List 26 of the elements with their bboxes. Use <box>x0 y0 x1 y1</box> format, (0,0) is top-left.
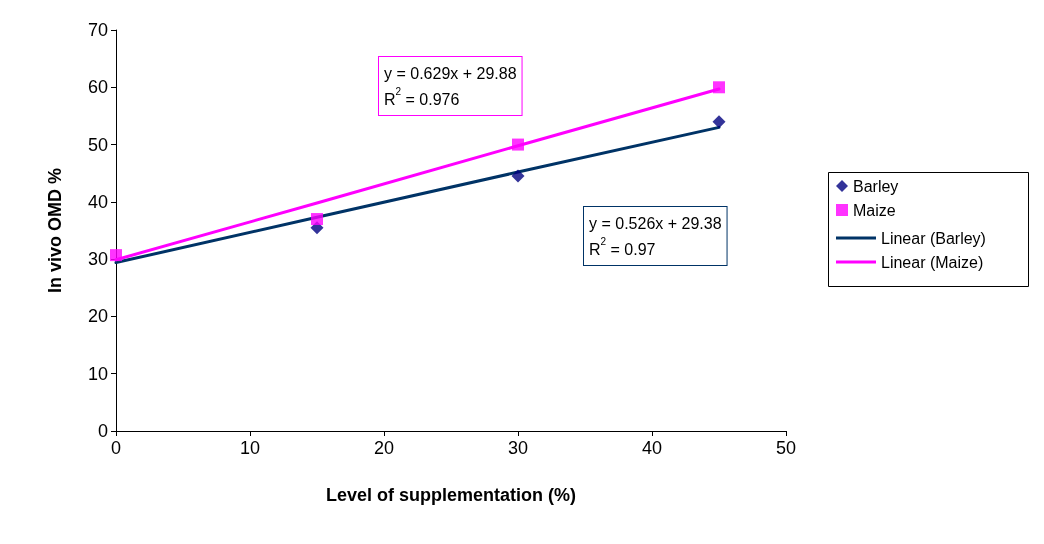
x-tick-label: 40 <box>641 438 663 458</box>
point <box>712 115 726 129</box>
x-tick-label: 0 <box>110 438 122 458</box>
y-tick-label: 50 <box>87 134 108 155</box>
y-tick-label: 0 <box>97 421 108 441</box>
point <box>713 81 725 94</box>
x-tick-label: 10 <box>239 438 261 458</box>
y-tick-label: 70 <box>87 20 108 40</box>
x-tick-label: 50 <box>775 438 797 458</box>
y-tick-label: 40 <box>87 191 108 212</box>
x-axis-title: Level of supplementation (%) <box>325 485 577 505</box>
legend-label: Barley <box>853 177 899 195</box>
legend-label: Maize <box>853 201 896 219</box>
y-tick-label: 60 <box>87 77 108 98</box>
y-tick-label: 20 <box>87 306 108 327</box>
point <box>311 213 323 226</box>
legend-label: Linear (Barley) <box>881 229 986 247</box>
y-tick-label: 30 <box>87 249 108 270</box>
y-axis-title: In vivo OMD % <box>45 167 65 294</box>
legend-label: Linear (Maize) <box>881 253 984 271</box>
x-tick-label: 30 <box>507 438 529 458</box>
point <box>110 249 122 262</box>
point <box>511 169 525 183</box>
x-tick-label: 20 <box>373 438 395 458</box>
y-tick-label: 10 <box>87 363 108 384</box>
point <box>512 138 524 151</box>
